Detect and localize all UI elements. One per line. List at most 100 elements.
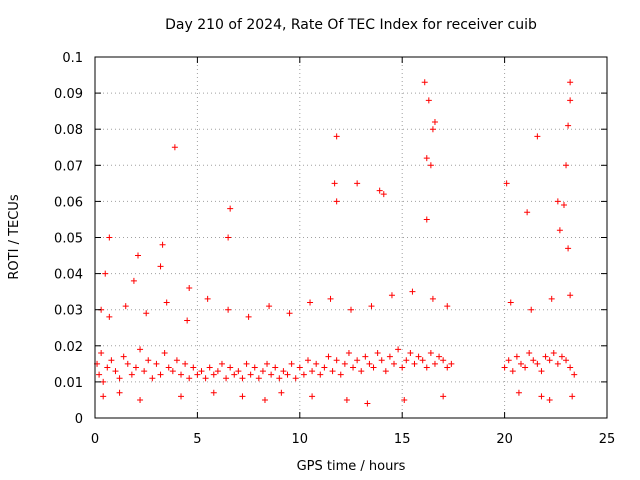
data-point — [296, 364, 303, 371]
data-point — [218, 360, 225, 367]
data-point — [423, 216, 430, 223]
data-point — [116, 389, 123, 396]
data-point — [530, 357, 537, 364]
data-point — [141, 368, 148, 375]
data-point — [436, 353, 443, 360]
data-point — [178, 393, 185, 400]
data-point — [132, 364, 139, 371]
y-tick-label: 0.07 — [54, 159, 83, 174]
data-point — [515, 389, 522, 396]
data-point — [407, 350, 414, 357]
y-tick-label: 0.02 — [54, 340, 83, 355]
data-point — [427, 162, 434, 169]
data-point — [122, 303, 129, 310]
data-point — [343, 396, 350, 403]
y-tick-label: 0.08 — [54, 123, 83, 138]
data-point — [309, 393, 316, 400]
data-point — [448, 360, 455, 367]
data-point — [190, 364, 197, 371]
data-points — [94, 79, 578, 407]
data-point — [159, 241, 166, 248]
data-point — [507, 299, 514, 306]
data-point — [333, 133, 340, 140]
data-point — [239, 375, 246, 382]
data-point — [440, 357, 447, 364]
data-point — [444, 364, 451, 371]
data-point — [317, 371, 324, 378]
data-point — [423, 364, 430, 371]
y-tick-label: 0.06 — [54, 195, 83, 210]
x-tick-label: 15 — [394, 432, 411, 447]
data-point — [358, 368, 365, 375]
data-point — [145, 357, 152, 364]
data-point — [542, 353, 549, 360]
data-point — [124, 360, 131, 367]
data-point — [350, 364, 357, 371]
data-point — [292, 375, 299, 382]
data-point — [161, 350, 168, 357]
data-point — [210, 389, 217, 396]
data-point — [431, 118, 438, 125]
data-point — [300, 371, 307, 378]
data-point — [571, 371, 578, 378]
data-point — [116, 375, 123, 382]
data-point — [558, 353, 565, 360]
axis-ticks: 0 5 10 15 20 25 0 0.01 0.02 0.03 0.04 0.05 0.06 0.07 0… — [54, 51, 615, 447]
data-point — [227, 364, 234, 371]
x-tick-label: 5 — [193, 432, 201, 447]
data-point — [288, 360, 295, 367]
data-point — [569, 393, 576, 400]
data-point — [429, 126, 436, 133]
data-point — [378, 357, 385, 364]
data-point — [388, 292, 395, 299]
data-point — [280, 368, 287, 375]
data-point — [243, 360, 250, 367]
data-point — [546, 396, 553, 403]
data-point — [370, 364, 377, 371]
data-point — [368, 303, 375, 310]
data-point — [362, 353, 369, 360]
data-point — [198, 368, 205, 375]
data-point — [565, 122, 572, 129]
data-point — [235, 368, 242, 375]
data-point — [333, 198, 340, 205]
data-point — [366, 360, 373, 367]
data-point — [231, 371, 238, 378]
data-point — [376, 187, 383, 194]
data-point — [104, 364, 111, 371]
data-point — [354, 357, 361, 364]
data-point — [137, 346, 144, 353]
data-point — [415, 353, 422, 360]
data-point — [409, 288, 416, 295]
chart-title: Day 210 of 2024, Rate Of TEC Index for r… — [165, 17, 537, 33]
data-point — [427, 350, 434, 357]
data-point — [173, 357, 180, 364]
data-point — [184, 317, 191, 324]
y-axis-label: ROTI / TECUs — [7, 194, 22, 279]
data-point — [98, 350, 105, 357]
data-point — [157, 263, 164, 270]
data-point — [567, 364, 574, 371]
data-point — [313, 360, 320, 367]
data-point — [206, 364, 213, 371]
data-point — [565, 245, 572, 252]
data-point — [567, 97, 574, 104]
data-point — [341, 360, 348, 367]
data-point — [563, 357, 570, 364]
data-point — [178, 371, 185, 378]
data-point — [245, 313, 252, 320]
data-point — [444, 303, 451, 310]
data-point — [337, 371, 344, 378]
data-point — [268, 371, 275, 378]
y-tick-label: 0.01 — [54, 376, 83, 391]
data-point — [223, 375, 230, 382]
data-point — [309, 368, 316, 375]
data-point — [546, 357, 553, 364]
data-point — [182, 360, 189, 367]
data-point — [106, 234, 113, 241]
data-point — [278, 389, 285, 396]
data-point — [272, 364, 279, 371]
x-tick-label: 20 — [496, 432, 513, 447]
data-point — [538, 368, 545, 375]
data-point — [554, 198, 561, 205]
